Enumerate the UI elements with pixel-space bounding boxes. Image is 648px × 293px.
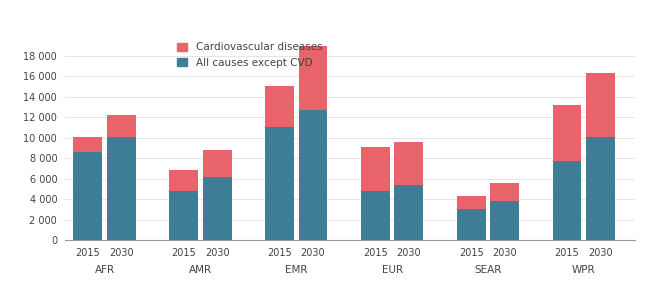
- Bar: [203, 150, 231, 177]
- Bar: [265, 86, 294, 127]
- Text: SEAR: SEAR: [474, 265, 502, 275]
- Bar: [107, 115, 135, 137]
- Bar: [395, 142, 423, 185]
- Bar: [299, 47, 327, 110]
- Text: AMR: AMR: [189, 265, 212, 275]
- Bar: [73, 137, 102, 152]
- Bar: [491, 201, 519, 240]
- Bar: [457, 209, 485, 240]
- Bar: [169, 191, 198, 240]
- Bar: [586, 73, 615, 137]
- Legend: Cardiovascular diseases, All causes except CVD: Cardiovascular diseases, All causes exce…: [172, 38, 327, 72]
- Bar: [299, 110, 327, 240]
- Bar: [457, 196, 485, 209]
- Bar: [203, 177, 231, 240]
- Text: WPR: WPR: [572, 265, 596, 275]
- Bar: [265, 127, 294, 240]
- Text: EUR: EUR: [382, 265, 402, 275]
- Text: EMR: EMR: [285, 265, 308, 275]
- Bar: [491, 183, 519, 201]
- Text: AFR: AFR: [95, 265, 115, 275]
- Bar: [553, 161, 581, 240]
- Bar: [553, 105, 581, 161]
- Bar: [361, 191, 389, 240]
- Bar: [361, 147, 389, 191]
- Bar: [395, 185, 423, 240]
- Bar: [107, 137, 135, 240]
- Bar: [169, 169, 198, 191]
- Bar: [73, 152, 102, 240]
- Bar: [586, 137, 615, 240]
